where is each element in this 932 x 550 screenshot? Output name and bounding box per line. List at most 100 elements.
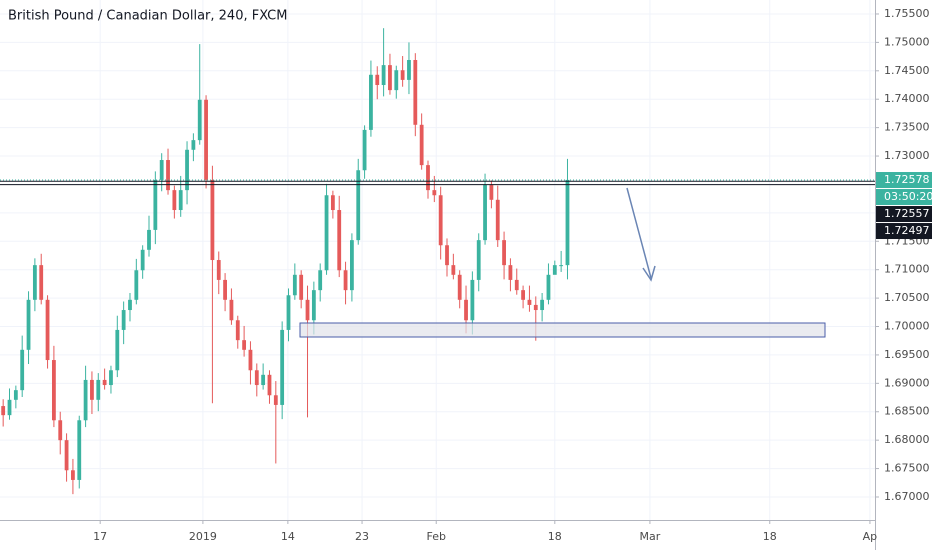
candle-body — [172, 190, 177, 211]
countdown-label: 03:50:20 — [884, 190, 932, 203]
candle-body — [235, 320, 240, 341]
support-zone — [299, 322, 826, 338]
y-tick-label: 1.75000 — [884, 35, 930, 48]
axes: 1.67000 1.67500 1.68000 1.68500 1.69000 1.695… — [93, 7, 932, 543]
candle-body — [254, 370, 259, 386]
candle-body — [369, 74, 373, 130]
candle-body — [20, 349, 25, 391]
y-tick-label: 1.73000 — [884, 149, 930, 162]
y-tick-label: 1.74000 — [884, 92, 930, 105]
candle-body — [350, 240, 354, 291]
candle-body — [388, 65, 392, 91]
candle-body — [210, 179, 215, 261]
candle-body — [128, 299, 132, 311]
candle-body — [166, 160, 170, 191]
y-tick-label: 1.68000 — [884, 433, 930, 446]
y-tick-label: 1.70000 — [884, 320, 930, 333]
candle-body — [533, 304, 538, 311]
candle-body — [343, 270, 348, 291]
candle-body — [45, 299, 50, 361]
candle-body — [565, 179, 570, 266]
candle-body — [273, 395, 278, 405]
arrow-head — [642, 265, 656, 282]
candle-body — [502, 240, 506, 266]
candle-body — [147, 229, 151, 250]
last-price-box — [876, 172, 932, 189]
candle-body — [64, 440, 69, 471]
candle-body — [514, 279, 519, 291]
candle-body — [83, 379, 88, 421]
candle-body — [178, 190, 183, 211]
countdown-box — [876, 189, 932, 206]
plot — [0, 28, 875, 495]
candle-body — [394, 70, 399, 91]
candle-body — [39, 265, 44, 300]
candle-body — [121, 310, 126, 330]
candle-body — [400, 70, 405, 80]
candle-body — [445, 245, 449, 266]
candle-body — [7, 399, 12, 416]
candle-body — [96, 379, 101, 400]
price-line-box — [876, 223, 932, 240]
candle-body — [248, 349, 253, 371]
candle-body — [267, 374, 272, 396]
candle-body — [185, 149, 189, 191]
price-line-label: 1.72497 — [884, 224, 930, 237]
candle-body — [413, 60, 418, 125]
candle-body — [216, 260, 221, 280]
x-tick-label: 17 — [93, 530, 107, 543]
candle-body — [419, 124, 424, 166]
y-tick-label: 1.73500 — [884, 121, 930, 134]
candle-body — [356, 170, 361, 241]
candle-body — [1, 406, 6, 416]
candle-body — [381, 65, 386, 86]
x-tick-label: 18 — [763, 530, 777, 543]
candle-body — [457, 274, 462, 300]
candle-body — [197, 99, 202, 141]
candle-body — [71, 470, 75, 480]
candle-body — [305, 299, 310, 321]
candle-body — [223, 279, 227, 300]
candle-body — [495, 199, 500, 241]
candle-body — [204, 99, 208, 180]
candle-body — [464, 299, 468, 321]
candle-body — [432, 190, 437, 196]
candle-body — [134, 270, 139, 300]
candle-body — [159, 160, 164, 180]
candle-body — [90, 379, 94, 400]
y-tick-label: 1.71000 — [884, 263, 930, 276]
candle-body — [508, 265, 513, 280]
x-tick-label: Ap — [863, 530, 878, 543]
candle-body — [521, 290, 525, 300]
y-tick-label: 1.67500 — [884, 462, 930, 475]
candle-body — [280, 329, 285, 405]
candle-body — [191, 140, 196, 150]
candle-body — [451, 265, 456, 275]
price-line-box — [876, 206, 932, 223]
last-price-label: 1.72578 — [884, 173, 930, 186]
candle-body — [26, 299, 31, 350]
candle-body — [58, 420, 63, 441]
y-tick-label: 1.69000 — [884, 376, 930, 389]
candle-body — [102, 379, 107, 386]
y-tick-label: 1.69500 — [884, 348, 930, 361]
candle-body — [286, 295, 291, 330]
candle-body — [324, 195, 329, 271]
candle-body — [311, 290, 316, 321]
x-tick-label: 23 — [355, 530, 369, 543]
candle-body — [77, 420, 82, 480]
candle-body — [292, 274, 297, 296]
candle-body — [470, 279, 475, 321]
candle-body — [483, 185, 487, 241]
chart-title: British Pound / Canadian Dollar, 240, FX… — [8, 9, 287, 24]
y-tick-label: 1.75500 — [884, 7, 930, 20]
candle-body — [242, 340, 247, 350]
candle-body — [109, 370, 113, 386]
candle-body — [32, 265, 37, 300]
candle-body — [229, 299, 234, 321]
y-tick-label: 1.67000 — [884, 490, 930, 503]
x-tick-label: 18 — [548, 530, 562, 543]
candle-body — [13, 390, 18, 400]
